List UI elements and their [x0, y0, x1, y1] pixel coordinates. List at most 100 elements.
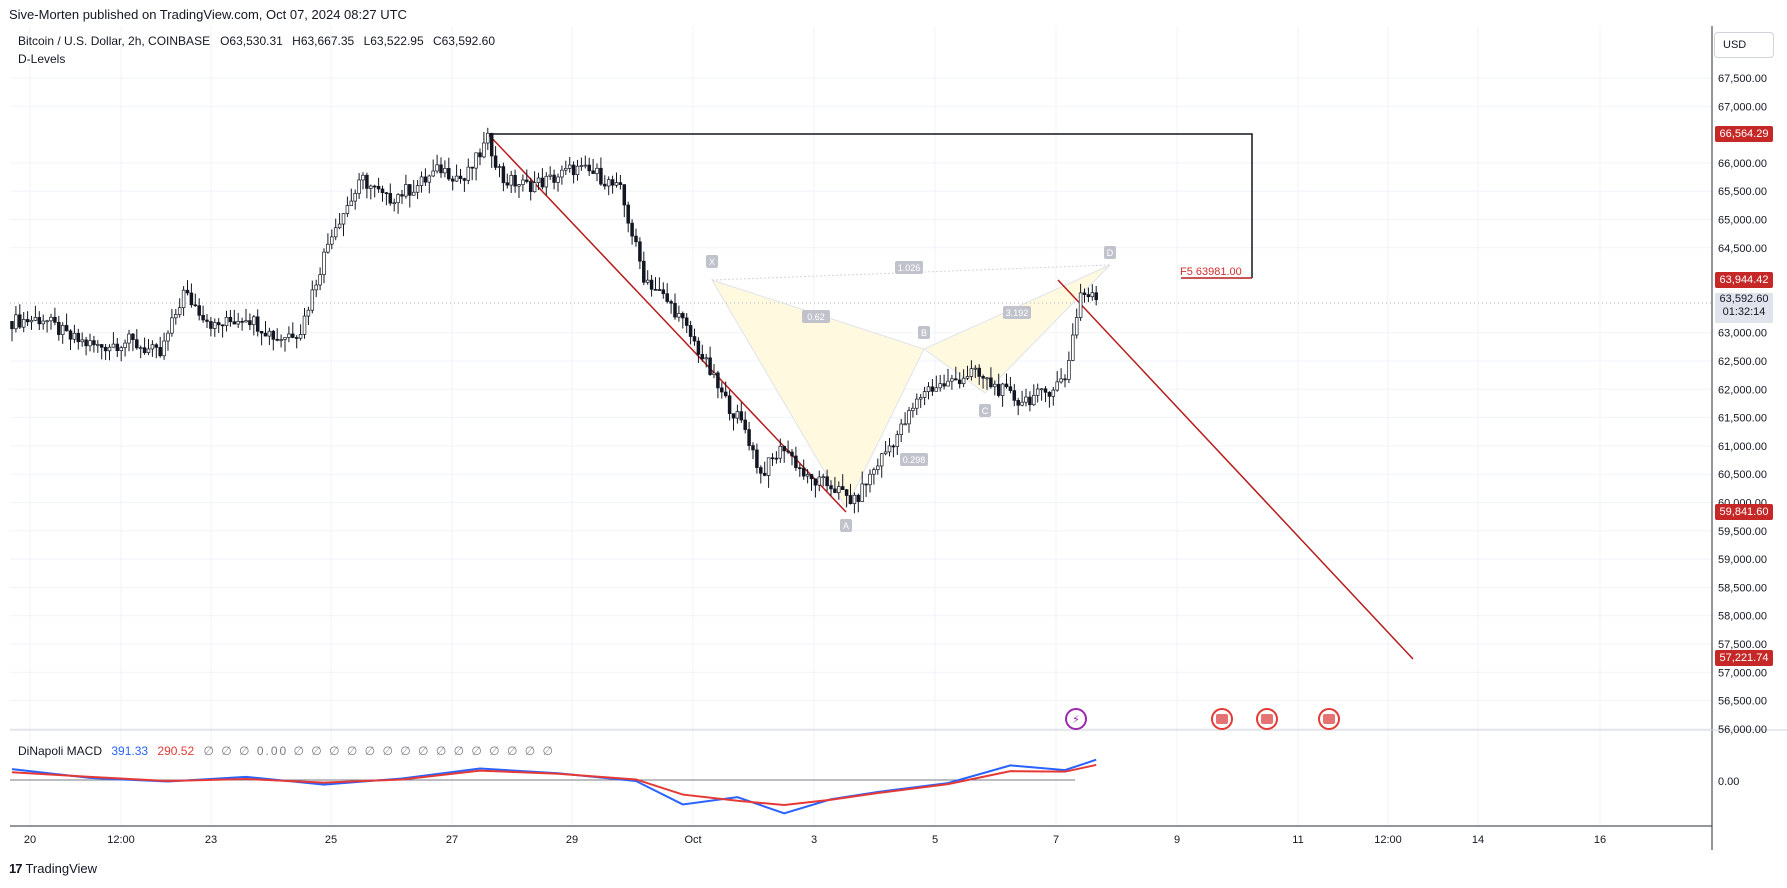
- candle-body: [216, 322, 221, 326]
- x-tick-label: Oct: [684, 834, 701, 846]
- candle-body: [482, 142, 486, 158]
- candle-body: [135, 339, 139, 349]
- candle-body: [478, 152, 482, 158]
- candle-body: [497, 166, 502, 168]
- candle-body: [665, 293, 669, 302]
- indicator-legend[interactable]: D-Levels: [18, 52, 66, 66]
- candle-body: [489, 132, 494, 157]
- candle-body: [895, 434, 900, 447]
- candle-body: [454, 175, 459, 182]
- candle-body: [462, 178, 467, 181]
- candle-body: [501, 166, 506, 184]
- candle-body: [911, 407, 915, 411]
- pattern-point-bg: [706, 255, 718, 268]
- candle-body: [45, 320, 49, 323]
- candle-body: [517, 184, 521, 187]
- bar-countdown: 01:32:14: [1722, 306, 1766, 318]
- x-tick-label: 23: [205, 834, 217, 846]
- candle-body: [29, 319, 34, 323]
- candle-body: [731, 413, 736, 419]
- y-tick-label: 60,500.00: [1718, 469, 1767, 481]
- candle-body: [392, 202, 396, 205]
- candle-body: [798, 467, 802, 470]
- candle-body: [1039, 388, 1044, 391]
- candle-body: [458, 175, 463, 179]
- candle-body: [18, 314, 22, 328]
- harmonic-pattern: X A B C D 1.026 0.62 0.298 3.192: [706, 246, 1116, 532]
- candle-body: [283, 337, 287, 340]
- candle-body: [899, 423, 903, 435]
- candle-body: [193, 304, 198, 307]
- candle-body: [579, 165, 584, 167]
- x-tick-label: 12:00: [107, 834, 135, 846]
- candle-body: [626, 204, 630, 224]
- candle-body: [447, 168, 451, 180]
- candle-body: [92, 340, 96, 346]
- candle-body: [174, 314, 178, 319]
- candle-body: [111, 343, 116, 348]
- candle-body: [142, 347, 147, 354]
- candle-body: [1008, 386, 1013, 391]
- candle-body: [883, 451, 888, 455]
- candle-body: [915, 398, 919, 409]
- symbol-legend[interactable]: Bitcoin / U.S. Dollar, 2h, COINBASE O63,…: [18, 34, 501, 48]
- pattern-ratio-xd: 1.026: [898, 263, 921, 273]
- x-tick-label: 25: [325, 834, 337, 846]
- candle-body: [564, 168, 568, 171]
- candle-body: [25, 319, 30, 323]
- candle-body: [119, 347, 123, 352]
- grid: [10, 26, 1712, 826]
- x-tick-label: 3: [811, 834, 817, 846]
- event-markers[interactable]: ⚡: [1065, 708, 1340, 730]
- candle-body: [571, 164, 576, 176]
- candle-body: [423, 176, 428, 183]
- candle-body: [255, 316, 260, 332]
- candle-body: [891, 445, 896, 448]
- candle-body: [107, 346, 112, 352]
- y-tick-label: 67,000.00: [1718, 101, 1767, 113]
- candle-body: [220, 324, 225, 327]
- d-levels: F5 63981.00: [10, 133, 1712, 660]
- candle-body: [673, 302, 677, 318]
- us-flag-icon: [1261, 714, 1273, 724]
- candle-body: [977, 367, 981, 377]
- currency-button[interactable]: USD: [1714, 32, 1774, 58]
- y-tick-label: 57,500.00: [1718, 639, 1767, 651]
- candle-body: [684, 317, 689, 326]
- candle-body: [938, 383, 942, 389]
- candle-body: [575, 165, 580, 176]
- candle-body: [638, 241, 642, 262]
- candle-body: [415, 185, 420, 193]
- candle-body: [138, 347, 143, 350]
- pattern-ratio-bd: 3.192: [1006, 308, 1029, 318]
- pattern-point-bg: [979, 404, 991, 417]
- pattern-point-b: B: [921, 328, 927, 338]
- macd-legend[interactable]: DiNapoli MACD 391.33 290.52 ∅ ∅ ∅ 0.00 ∅…: [18, 744, 555, 758]
- candle-body: [762, 472, 767, 476]
- y-tick-label: 61,500.00: [1718, 413, 1767, 425]
- candle-body: [411, 191, 416, 196]
- candle-body: [860, 483, 864, 502]
- candle-body: [361, 174, 365, 181]
- candle-body: [213, 322, 217, 329]
- y-tick-label: 59,000.00: [1718, 554, 1767, 566]
- candle-body: [821, 476, 825, 479]
- pattern-point-x: X: [709, 257, 715, 267]
- candle-body: [599, 167, 603, 185]
- pattern-ratio-ac: 0.298: [903, 455, 926, 465]
- candle-body: [53, 316, 57, 323]
- pattern-point-bg: [840, 519, 852, 532]
- candle-body: [583, 164, 588, 167]
- footer-brand[interactable]: 17 TradingView: [9, 861, 97, 876]
- candle-body: [353, 193, 357, 202]
- candle-body: [131, 333, 135, 341]
- candle-body: [634, 235, 638, 243]
- candle-body: [864, 483, 868, 486]
- candle-body: [232, 321, 237, 325]
- candle-body: [957, 379, 962, 385]
- candle-body: [774, 457, 779, 460]
- candle-body: [692, 336, 697, 342]
- candle-body: [279, 339, 283, 341]
- candle-body: [805, 474, 810, 477]
